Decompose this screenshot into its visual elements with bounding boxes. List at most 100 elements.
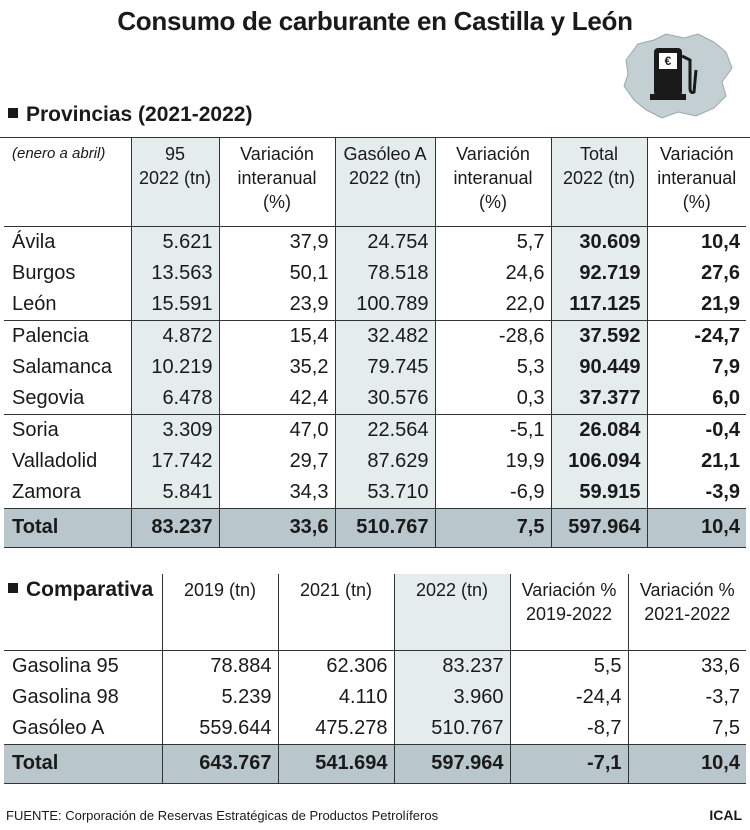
- table-cell: 5.841: [130, 476, 219, 508]
- total-cell: 597.964: [550, 507, 647, 548]
- total-cell: -7,1: [509, 743, 628, 784]
- brand-logo: ICAL: [709, 807, 742, 823]
- table-row: León 15.591 23,9 100.789 22,0 117.125 21,9: [4, 288, 746, 320]
- table-cell: 27,6: [646, 257, 746, 289]
- table-row: Gasolina 98 5.239 4.110 3.960 -24,4 -3,7: [4, 681, 746, 713]
- table-cell: 50,1: [218, 257, 335, 289]
- table-row: Burgos 13.563 50,1 78.518 24,6 92.719 27,6: [4, 257, 746, 289]
- header-var-total: Variación interanual (%): [646, 138, 746, 226]
- table-cell: 42,4: [218, 382, 335, 414]
- total-row: Total 643.767 541.694 597.964 -7,1 10,4: [4, 743, 746, 784]
- table-cell: 78.884: [161, 649, 278, 682]
- total-cell: 83.237: [130, 507, 219, 548]
- table-cell: 47,0: [218, 413, 335, 446]
- header-total-2022: Total 2022 (tn): [550, 138, 647, 226]
- table-cell: 26.084: [550, 413, 647, 446]
- comparativa-table: 2019 (tn) 2021 (tn) 2022 (tn) Variación …: [4, 574, 746, 784]
- table-cell: 3.309: [130, 413, 219, 446]
- total-cell: 597.964: [393, 743, 510, 784]
- table-cell: 15,4: [218, 319, 335, 352]
- table-row: Palencia 4.872 15,4 32.482 -28,6 37.592 -24,7: [4, 319, 746, 352]
- table-cell: -3,9: [646, 476, 746, 508]
- province-name: Salamanca: [12, 355, 113, 378]
- table-cell: 78.518: [334, 257, 435, 289]
- table-row: Ávila 5.621 37,9 24.754 5,7 30.609 10,4: [4, 225, 746, 258]
- table-cell: 79.745: [334, 351, 435, 383]
- header-95-2022: 95 2022 (tn): [130, 138, 219, 226]
- table-cell: 7,9: [646, 351, 746, 383]
- fuel-name: Gasóleo A: [12, 716, 105, 739]
- section-title-comparativa: Comparativa: [8, 578, 153, 602]
- table-cell: 10,4: [646, 225, 746, 258]
- table-cell: 7,5: [627, 712, 746, 744]
- table-cell: 22,0: [434, 288, 551, 320]
- total-label: Total: [4, 743, 162, 784]
- table-row: Soria 3.309 47,0 22.564 -5,1 26.084 -0,4: [4, 413, 746, 446]
- table-cell: 29,7: [218, 445, 335, 477]
- table-row: Valladolid 17.742 29,7 87.629 19,9 106.094 21,…: [4, 445, 746, 477]
- fuel-name: Gasolina 95: [4, 649, 162, 682]
- table-cell: 6.478: [130, 382, 219, 414]
- table-cell: 53.710: [334, 476, 435, 508]
- fuel-name: Gasolina 98: [12, 685, 119, 708]
- total-cell: 510.767: [334, 507, 435, 548]
- province-name: Zamora: [12, 480, 81, 503]
- svg-text:€: €: [665, 54, 672, 68]
- table-cell: -5,1: [434, 413, 551, 446]
- total-cell: 33,6: [218, 507, 335, 548]
- header-spacer: [4, 574, 162, 650]
- table-cell: 5,7: [434, 225, 551, 258]
- table-cell: 106.094: [550, 445, 647, 477]
- total-cell: 541.694: [277, 743, 394, 784]
- section-title-provincias: Provincias (2021-2022): [8, 103, 252, 127]
- table-cell: 510.767: [393, 712, 510, 744]
- table-cell: -24,7: [646, 319, 746, 352]
- table-cell: 62.306: [277, 649, 394, 682]
- table-cell: 33,6: [627, 649, 746, 682]
- table-cell: 475.278: [277, 712, 394, 744]
- table-cell: 23,9: [218, 288, 335, 320]
- provincias-table: (enero a abril) 95 2022 (tn) Variación int…: [4, 138, 746, 548]
- square-bullet-icon: [8, 583, 18, 594]
- table-cell: 30.609: [550, 225, 647, 258]
- header-var-2021-2022: Variación % 2021-2022: [627, 574, 746, 650]
- header-2021: 2021 (tn): [277, 574, 394, 650]
- table-cell: 22.564: [334, 413, 435, 446]
- header-var-2019-2022: Variación % 2019-2022: [509, 574, 628, 650]
- table-cell: 3.960: [393, 681, 510, 713]
- header-note: (enero a abril): [12, 145, 106, 162]
- total-cell: 10,4: [646, 507, 746, 548]
- table-cell: 30.576: [334, 382, 435, 414]
- table-cell: -28,6: [434, 319, 551, 352]
- table-cell: -8,7: [509, 712, 628, 744]
- table-cell: 87.629: [334, 445, 435, 477]
- table-cell: 17.742: [130, 445, 219, 477]
- source-note: FUENTE: Corporación de Reservas Estratég…: [6, 808, 439, 823]
- table-cell: 24.754: [334, 225, 435, 258]
- province-name: Palencia: [4, 319, 131, 352]
- table-cell: 10.219: [130, 351, 219, 383]
- total-cell: 10,4: [627, 743, 746, 784]
- table-cell: 19,9: [434, 445, 551, 477]
- table-cell: 83.237: [393, 649, 510, 682]
- province-name: Ávila: [4, 225, 131, 258]
- header-gasoleo-2022: Gasóleo A 2022 (tn): [334, 138, 435, 226]
- table-cell: 5,5: [509, 649, 628, 682]
- table-cell: 5.621: [130, 225, 219, 258]
- provincias-header-row: (enero a abril) 95 2022 (tn) Variación int…: [4, 138, 746, 226]
- table-cell: 35,2: [218, 351, 335, 383]
- table-cell: 32.482: [334, 319, 435, 352]
- total-label: Total: [4, 507, 131, 548]
- table-cell: -24,4: [509, 681, 628, 713]
- table-cell: 37.592: [550, 319, 647, 352]
- table-cell: 117.125: [550, 288, 647, 320]
- table-row: Gasolina 95 78.884 62.306 83.237 5,5 33,6: [4, 649, 746, 682]
- table-cell: 92.719: [550, 257, 647, 289]
- table-cell: 4.872: [130, 319, 219, 352]
- table-cell: 0,3: [434, 382, 551, 414]
- table-cell: 4.110: [277, 681, 394, 713]
- table-cell: 5.239: [161, 681, 278, 713]
- table-cell: 5,3: [434, 351, 551, 383]
- table-cell: 15.591: [130, 288, 219, 320]
- page-title: Consumo de carburante en Castilla y León: [117, 6, 633, 36]
